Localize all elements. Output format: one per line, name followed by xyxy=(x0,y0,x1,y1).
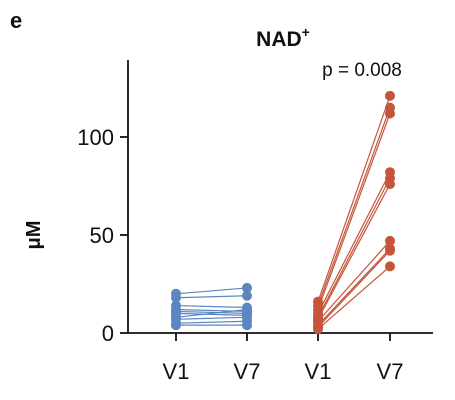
data-point xyxy=(385,108,395,119)
pair-line xyxy=(317,95,391,302)
data-point xyxy=(385,90,395,101)
y-tick-label: 100 xyxy=(77,125,114,150)
data-point xyxy=(313,324,323,335)
y-tick-label: 50 xyxy=(90,223,114,248)
pair-line xyxy=(317,250,391,328)
chart-title: NAD+ xyxy=(256,24,310,51)
axes xyxy=(120,60,433,341)
data-point xyxy=(385,245,395,256)
chart-title-superscript: + xyxy=(302,24,310,40)
pair-line xyxy=(175,316,248,320)
pair-line xyxy=(317,177,391,318)
data-point xyxy=(385,261,395,272)
pair-line xyxy=(317,240,391,322)
pair-line xyxy=(175,312,248,316)
x-tick-label: V1 xyxy=(163,359,190,384)
pair-line xyxy=(317,183,391,320)
pair-line xyxy=(175,304,248,309)
paired-lines xyxy=(175,95,391,330)
pair-line xyxy=(175,308,248,318)
data-point xyxy=(171,292,181,303)
data-point xyxy=(385,235,395,246)
data-point xyxy=(242,290,252,301)
pair-line xyxy=(175,320,248,324)
pair-line xyxy=(175,287,248,295)
data-point xyxy=(385,179,395,190)
pair-line xyxy=(317,248,391,326)
pair-line xyxy=(317,265,391,330)
x-tick-label: V1 xyxy=(305,359,332,384)
pair-line xyxy=(317,172,391,314)
pair-line xyxy=(317,113,391,310)
data-point xyxy=(171,320,181,331)
pair-line xyxy=(317,107,391,306)
data-point xyxy=(242,304,252,315)
x-tick-label: V7 xyxy=(234,359,261,384)
p-value-annotation: p = 0.008 xyxy=(322,60,402,81)
pair-line xyxy=(175,295,248,299)
data-points xyxy=(171,90,395,335)
x-tick-label: V7 xyxy=(377,359,404,384)
chart-text: 0 50 100 V1 V7 V1 V7 μM NAD+ p = 0.008 xyxy=(23,24,403,384)
y-tick-label: 0 xyxy=(102,321,114,346)
pair-line xyxy=(175,310,248,314)
y-axis-label: μM xyxy=(23,221,45,250)
panel-label: e xyxy=(10,8,23,33)
data-point xyxy=(242,320,252,331)
data-point xyxy=(242,282,252,293)
